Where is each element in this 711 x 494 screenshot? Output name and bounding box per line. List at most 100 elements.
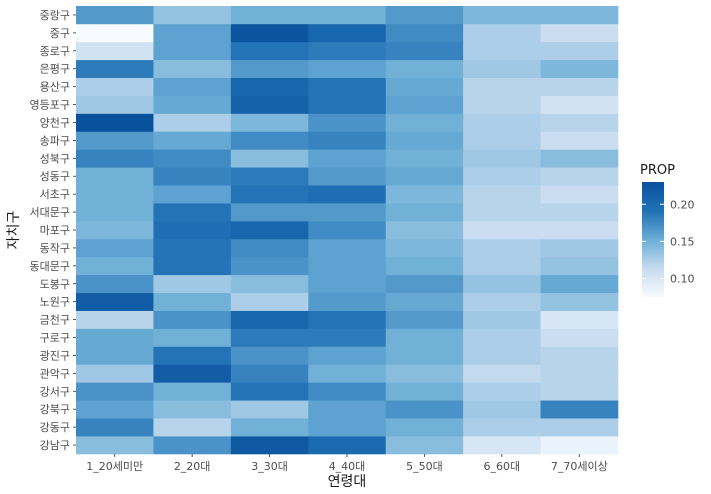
heatmap-cell bbox=[230, 364, 309, 383]
heatmap-cell bbox=[153, 149, 232, 168]
heatmap-cell bbox=[153, 382, 232, 401]
heatmap-cell bbox=[76, 131, 154, 150]
heatmap-cell bbox=[385, 436, 464, 455]
heatmap-cell bbox=[308, 95, 387, 114]
heatmap-cell bbox=[463, 364, 541, 383]
y-tick-label: 강서구 bbox=[40, 385, 70, 398]
heatmap-cell bbox=[463, 346, 541, 365]
heatmap-cell bbox=[76, 382, 154, 401]
y-tick-label: 광진구 bbox=[40, 349, 70, 362]
heatmap-cell bbox=[76, 6, 154, 25]
heatmap-cell bbox=[385, 6, 464, 25]
heatmap-cell bbox=[230, 59, 309, 78]
y-tick-label: 서대문구 bbox=[30, 206, 70, 219]
heatmap-cell bbox=[308, 346, 387, 365]
heatmap-cell bbox=[76, 400, 154, 419]
heatmap-cell bbox=[76, 221, 154, 240]
x-tick-label: 5_50대 bbox=[406, 460, 443, 473]
heatmap-cell bbox=[153, 221, 232, 240]
heatmap-cell bbox=[385, 149, 464, 168]
heatmap-cell bbox=[230, 41, 309, 61]
heatmap-cell bbox=[230, 149, 309, 168]
heatmap-cell bbox=[76, 346, 154, 365]
heatmap-cell bbox=[230, 310, 309, 329]
heatmap-cell bbox=[540, 23, 619, 43]
heatmap-cell bbox=[153, 238, 232, 258]
heatmap-cell bbox=[153, 185, 232, 204]
y-tick-label: 성동구 bbox=[40, 170, 70, 183]
heatmap-cell bbox=[76, 113, 154, 132]
x-tick-label: 4_40대 bbox=[329, 460, 366, 473]
heatmap-cell bbox=[153, 113, 232, 132]
heatmap-cell bbox=[230, 436, 309, 455]
y-tick-label: 용산구 bbox=[40, 81, 70, 94]
heatmap-cell bbox=[463, 6, 541, 25]
heatmap-cell bbox=[76, 77, 154, 96]
heatmap-cell bbox=[540, 41, 619, 61]
heatmap-cell bbox=[540, 131, 619, 150]
heatmap-cell bbox=[540, 167, 619, 186]
heatmap-cell bbox=[308, 167, 387, 186]
heatmap-cell bbox=[463, 131, 541, 150]
heatmap-cell bbox=[308, 185, 387, 204]
y-tick-label: 강남구 bbox=[40, 439, 70, 452]
heatmap-cell bbox=[230, 328, 309, 347]
heatmap-cell bbox=[308, 59, 387, 78]
heatmap-cell bbox=[385, 346, 464, 365]
heatmap-cell bbox=[76, 418, 154, 437]
heatmap-cell bbox=[230, 256, 309, 276]
heatmap-cell bbox=[385, 77, 464, 96]
heatmap-cell bbox=[463, 95, 541, 114]
heatmap-cell bbox=[76, 23, 154, 43]
heatmap-cell bbox=[153, 310, 232, 329]
heatmap-cell bbox=[308, 23, 387, 43]
heatmap-cell bbox=[463, 310, 541, 329]
heatmap-cells bbox=[76, 6, 619, 455]
heatmap-cell bbox=[540, 328, 619, 347]
x-tick-label: 1_20세미만 bbox=[86, 460, 143, 473]
heatmap-cell bbox=[153, 328, 232, 347]
heatmap-cell bbox=[540, 203, 619, 222]
heatmap-cell bbox=[463, 238, 541, 258]
x-axis-ticks: 1_20세미만 2_20대 3_30대 4_40대 5_50대 6_60대 7_70세이상 bbox=[86, 454, 608, 473]
heatmap-cell bbox=[308, 310, 387, 329]
heatmap-cell bbox=[385, 95, 464, 114]
heatmap-cell bbox=[463, 41, 541, 61]
heatmap-cell bbox=[308, 221, 387, 240]
heatmap-cell bbox=[230, 274, 309, 294]
heatmap-cell bbox=[463, 436, 541, 455]
heatmap-cell bbox=[153, 346, 232, 365]
y-tick-label: 동대문구 bbox=[30, 260, 70, 273]
heatmap-cell bbox=[76, 256, 154, 276]
y-axis-ticks: 강남구 강동구 강북구 강서구 관악구 광진구 구로구 금천구 노원구 도봉구 동대문구 동작구 마포구… bbox=[30, 9, 76, 452]
heatmap-cell bbox=[230, 23, 309, 43]
legend-tick-label: 0.10 bbox=[670, 273, 695, 286]
heatmap-cell bbox=[308, 238, 387, 258]
x-tick-label: 6_60대 bbox=[484, 460, 521, 473]
heatmap-cell bbox=[385, 41, 464, 61]
heatmap-cell bbox=[153, 131, 232, 150]
y-tick-label: 노원구 bbox=[40, 296, 70, 309]
y-tick-label: 서초구 bbox=[40, 188, 70, 201]
heatmap-cell bbox=[153, 77, 232, 96]
heatmap-cell bbox=[540, 292, 619, 311]
heatmap-cell bbox=[540, 149, 619, 168]
heatmap-cell bbox=[308, 436, 387, 455]
heatmap-cell bbox=[385, 274, 464, 294]
heatmap-cell bbox=[76, 95, 154, 114]
legend-tick-label: 0.20 bbox=[670, 198, 695, 211]
heatmap-cell bbox=[76, 203, 154, 222]
heatmap-cell bbox=[308, 418, 387, 437]
y-tick-label: 강동구 bbox=[40, 421, 70, 434]
heatmap-cell bbox=[463, 203, 541, 222]
heatmap-cell bbox=[463, 418, 541, 437]
heatmap-cell bbox=[308, 77, 387, 96]
heatmap-cell bbox=[308, 41, 387, 61]
heatmap-cell bbox=[76, 364, 154, 383]
heatmap-cell bbox=[230, 346, 309, 365]
heatmap-cell bbox=[230, 203, 309, 222]
heatmap-cell bbox=[540, 418, 619, 437]
heatmap-cell bbox=[385, 328, 464, 347]
heatmap-cell bbox=[76, 436, 154, 455]
heatmap-cell bbox=[308, 256, 387, 276]
